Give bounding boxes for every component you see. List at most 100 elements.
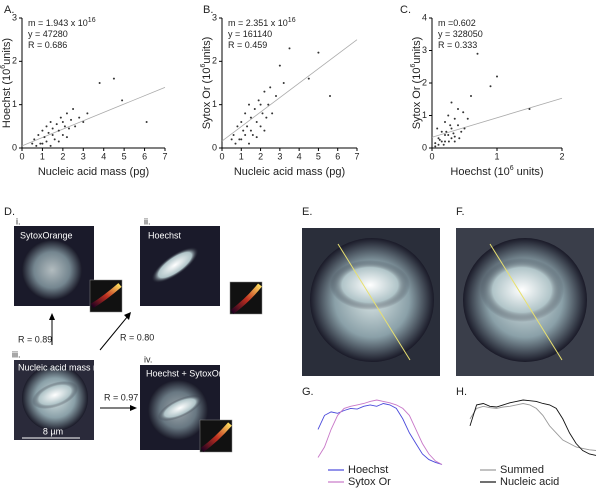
y-axis-label-tail: units) — [1, 38, 13, 65]
x-tick-label: 2 — [559, 151, 564, 161]
annotation-text: R = 0.333 — [438, 40, 477, 50]
x-axis-label-text: Hoechst (10 — [450, 166, 509, 178]
y-tick-label: 1 — [12, 99, 17, 109]
point — [307, 77, 310, 80]
annotation: m = 1.943 x 1016 — [28, 17, 96, 29]
point — [67, 127, 70, 130]
annotation-text: y = 161140 — [228, 29, 272, 39]
arrow-head — [130, 405, 137, 411]
point — [55, 123, 58, 126]
panel-label: H. — [456, 386, 467, 398]
point — [145, 121, 148, 123]
x-tick-label: 3 — [277, 151, 282, 161]
point — [278, 64, 281, 67]
point — [434, 145, 437, 148]
point — [248, 142, 250, 145]
point — [450, 127, 453, 130]
point — [476, 52, 479, 55]
cell-core — [32, 381, 78, 409]
x-tick-label: 6 — [142, 151, 147, 161]
point — [261, 112, 264, 115]
r-label: R = 0.97 — [104, 392, 138, 402]
point — [47, 131, 50, 134]
point — [43, 136, 46, 139]
annotation: m =0.602 — [438, 18, 476, 28]
point — [438, 138, 441, 141]
point — [255, 136, 258, 139]
y-axis-label-tail: units) — [201, 37, 213, 64]
y-tick-label: 3 — [212, 12, 217, 22]
annotation-text: m = 1.943 x 10 — [28, 18, 88, 28]
legend-label: Summed — [500, 464, 544, 476]
image-title: Nucleic acid mass map — [18, 362, 111, 372]
point — [249, 129, 252, 132]
y-axis-label-sup: 6 — [410, 64, 417, 68]
point — [257, 99, 260, 102]
y-axis-label-text: Hoechst (10 — [1, 69, 13, 128]
x-axis-label-sup: 6 — [510, 165, 514, 172]
x-axis-label-text: Nucleic acid mass (pg) — [234, 166, 345, 178]
panel-label: D. — [4, 206, 15, 218]
profile-line — [489, 243, 563, 361]
point — [447, 134, 450, 136]
arrow — [99, 315, 129, 351]
point — [240, 138, 243, 141]
point — [61, 121, 64, 123]
panel-label: G. — [302, 386, 314, 398]
fit-line — [431, 97, 563, 138]
point — [462, 111, 465, 114]
point — [112, 77, 115, 80]
x-tick-label: 3 — [81, 151, 86, 161]
image-title: SytoxOrange — [20, 230, 73, 240]
point — [463, 127, 466, 130]
point — [437, 137, 440, 140]
point — [255, 121, 258, 123]
point — [440, 140, 443, 143]
point — [246, 125, 249, 128]
legend-label: Sytox Or — [348, 476, 391, 488]
profile-line — [317, 403, 443, 465]
point — [453, 117, 456, 120]
point — [51, 134, 54, 136]
x-tick-label: 5 — [122, 151, 127, 161]
x-tick-label: 6 — [335, 151, 340, 161]
x-tick-label: 1 — [494, 151, 499, 161]
x-tick-label: 4 — [101, 151, 106, 161]
point — [434, 142, 437, 145]
point — [65, 136, 68, 139]
x-tick-label: 7 — [162, 151, 167, 161]
point — [236, 125, 239, 128]
x-tick-label: 2 — [60, 151, 65, 161]
profile-line — [469, 399, 597, 456]
point — [317, 51, 320, 54]
point — [251, 134, 254, 136]
point — [248, 103, 250, 106]
inset-plot — [230, 283, 262, 314]
point — [53, 138, 56, 141]
arrow-head — [49, 313, 55, 320]
y-axis-label-sup: 6 — [200, 64, 207, 68]
annotation: y = 161140 — [228, 29, 272, 39]
point — [267, 103, 270, 106]
point — [253, 108, 256, 110]
y-tick-label: 2 — [12, 56, 17, 66]
x-axis-label-text: Nucleic acid mass (pg) — [38, 166, 149, 178]
point — [444, 134, 446, 136]
annotation: R = 0.686 — [28, 40, 67, 50]
y-tick-label: 0 — [212, 142, 217, 152]
panel-label: E. — [302, 206, 312, 218]
point — [329, 95, 331, 97]
point — [35, 144, 38, 147]
x-axis-label: Nucleic acid mass (pg) — [234, 166, 345, 178]
point — [437, 143, 440, 146]
point — [244, 134, 247, 136]
x-tick-label: 1 — [239, 151, 244, 161]
legend-label: Nucleic acid — [500, 476, 559, 488]
point — [457, 108, 459, 110]
point — [460, 130, 463, 133]
point — [450, 137, 453, 140]
point — [436, 127, 439, 130]
point — [263, 129, 266, 132]
y-tick-label: 1 — [422, 110, 427, 120]
x-tick-label: 2 — [258, 151, 263, 161]
